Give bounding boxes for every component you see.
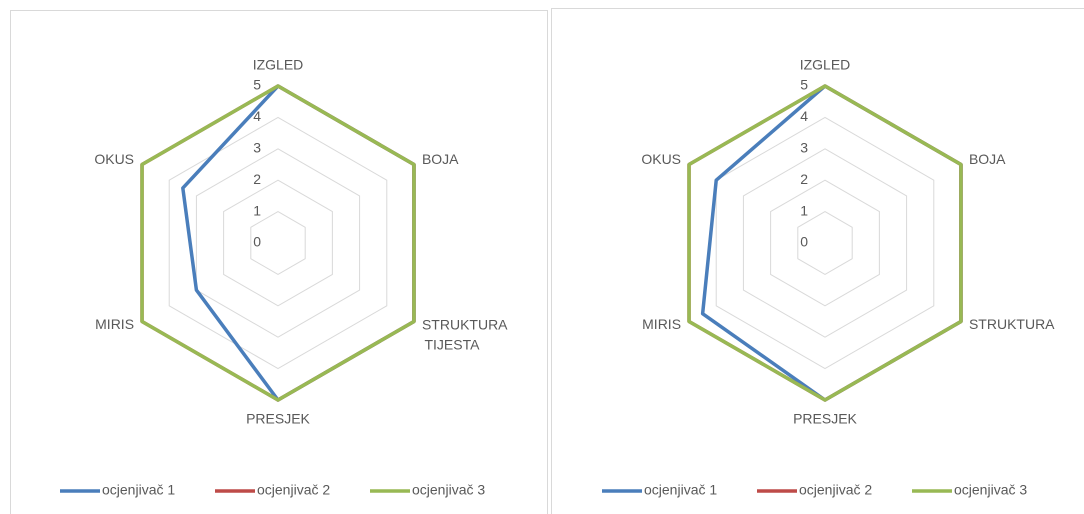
chart-frame (10, 10, 548, 514)
grid-ring (195, 148, 361, 338)
r-tick-label: 4 (253, 108, 261, 124)
r-tick-label: 4 (800, 108, 808, 124)
category-label: IZGLED (253, 57, 304, 73)
r-tick-label: 3 (253, 140, 261, 156)
grid-ring (770, 179, 880, 307)
category-label: PRESJEK (246, 411, 310, 427)
grid-ring (223, 179, 333, 307)
legend-label: ocjenjivač 1 (102, 482, 175, 498)
r-tick-label: 1 (253, 202, 261, 218)
r-tick-label: 5 (800, 77, 808, 93)
grid-ring (250, 211, 306, 275)
category-label: STRUKTURA (969, 316, 1055, 332)
chart-frame (551, 8, 1084, 514)
grid-ring (141, 85, 415, 401)
legend-label: ocjenjivač 2 (257, 482, 330, 498)
r-tick-label: 2 (253, 171, 261, 187)
legend-label: ocjenjivač 3 (412, 482, 485, 498)
r-tick-label: 3 (800, 140, 808, 156)
category-label: BOJA (422, 151, 459, 167)
legend-label: ocjenjivač 2 (799, 482, 872, 498)
legend-label: ocjenjivač 3 (954, 482, 1027, 498)
legend-label: ocjenjivač 1 (644, 482, 717, 498)
category-label: OKUS (641, 151, 681, 167)
series-line (687, 84, 963, 402)
category-label: MIRIS (642, 316, 681, 332)
grid-ring (742, 148, 908, 338)
grid-ring (168, 116, 388, 370)
r-tick-label: 1 (800, 202, 808, 218)
r-tick-label: 0 (800, 234, 808, 250)
series-line (140, 84, 416, 402)
category-label: MIRIS (95, 316, 134, 332)
series-line (687, 84, 963, 402)
series-line (181, 84, 416, 402)
r-tick-label: 0 (253, 234, 261, 250)
grid-ring (688, 85, 962, 401)
grid-ring (797, 211, 853, 275)
series-line (140, 84, 416, 402)
category-label: OKUS (94, 151, 134, 167)
grid-ring (715, 116, 935, 370)
r-tick-label: 5 (253, 77, 261, 93)
category-label: IZGLED (800, 57, 851, 73)
r-tick-label: 2 (800, 171, 808, 187)
category-label: PRESJEK (793, 411, 857, 427)
category-label: STRUKTURA TIJESTA (422, 316, 508, 352)
category-label: BOJA (969, 151, 1006, 167)
